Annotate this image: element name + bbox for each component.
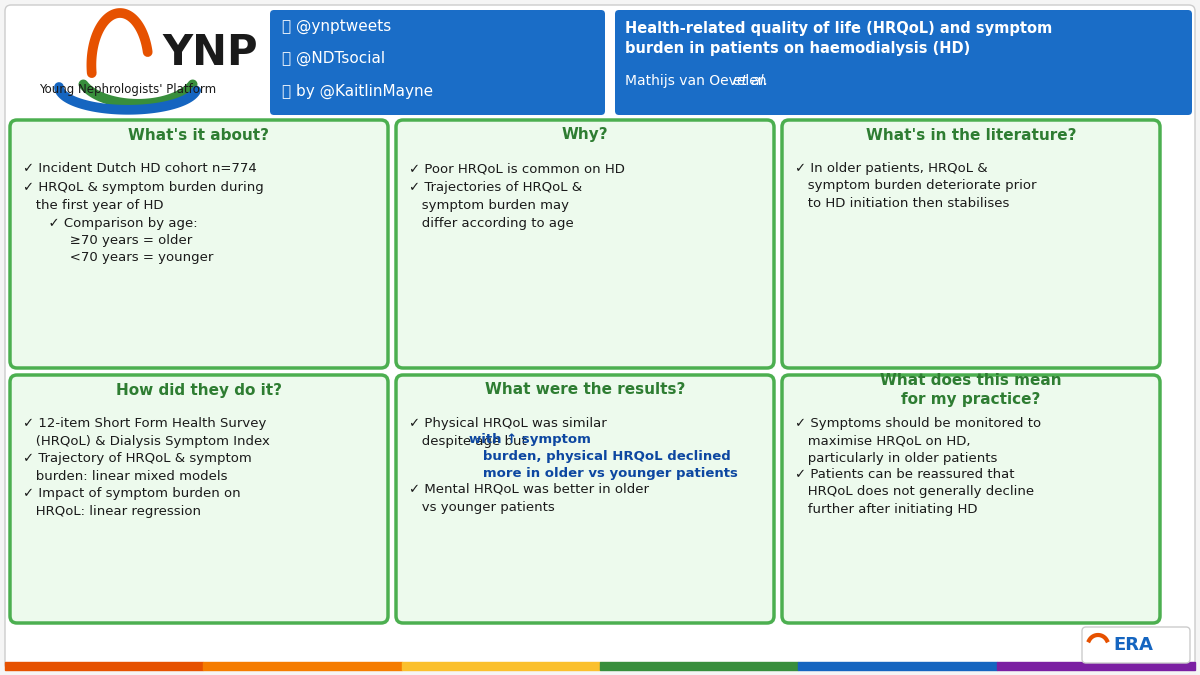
Text: ✓ Impact of symptom burden on
   HRQoL: linear regression: ✓ Impact of symptom burden on HRQoL: lin…	[23, 487, 241, 518]
Text: Why?: Why?	[562, 128, 608, 142]
Text: YNP: YNP	[162, 32, 258, 74]
FancyBboxPatch shape	[5, 5, 1195, 670]
Text: What were the results?: What were the results?	[485, 383, 685, 398]
Text: et al.: et al.	[733, 74, 768, 88]
Bar	[203, 662, 402, 670]
Text: ✓ 12-item Short Form Health Survey
   (HRQoL) & Dialysis Symptom Index: ✓ 12-item Short Form Health Survey (HRQo…	[23, 417, 270, 448]
Text: 🧵 by @KaitlinMayne: 🧵 by @KaitlinMayne	[282, 84, 433, 99]
FancyBboxPatch shape	[782, 120, 1160, 368]
Text: ✓ Symptoms should be monitored to
   maximise HRQoL on HD,
   particularly in ol: ✓ Symptoms should be monitored to maximi…	[796, 417, 1042, 465]
Text: ERA: ERA	[1114, 636, 1153, 654]
Text: ✓ In older patients, HRQoL &
   symptom burden deteriorate prior
   to HD initia: ✓ In older patients, HRQoL & symptom bur…	[796, 162, 1037, 210]
FancyBboxPatch shape	[782, 375, 1160, 623]
FancyBboxPatch shape	[396, 120, 774, 368]
FancyBboxPatch shape	[10, 120, 388, 368]
Text: 📋 @NDTsocial: 📋 @NDTsocial	[282, 51, 385, 65]
FancyBboxPatch shape	[616, 10, 1192, 115]
Text: ✓ Mental HRQoL was better in older
   vs younger patients: ✓ Mental HRQoL was better in older vs yo…	[409, 483, 649, 514]
Text: Mathijs van Oevelen: Mathijs van Oevelen	[625, 74, 770, 88]
Text: What does this mean
for my practice?: What does this mean for my practice?	[880, 373, 1062, 407]
Text: What's it about?: What's it about?	[128, 128, 270, 142]
Text: 💥 @ynptweets: 💥 @ynptweets	[282, 20, 391, 34]
FancyBboxPatch shape	[396, 375, 774, 623]
Text: How did they do it?: How did they do it?	[116, 383, 282, 398]
Bar	[997, 662, 1195, 670]
Text: What's in the literature?: What's in the literature?	[865, 128, 1076, 142]
Text: ✓ Patients can be reassured that
   HRQoL does not generally decline
   further : ✓ Patients can be reassured that HRQoL d…	[796, 468, 1034, 516]
Text: ✓ Trajectories of HRQoL &
   symptom burden may
   differ according to age: ✓ Trajectories of HRQoL & symptom burden…	[409, 182, 582, 230]
Bar	[798, 662, 997, 670]
Text: burden in patients on haemodialysis (HD): burden in patients on haemodialysis (HD)	[625, 41, 971, 57]
Text: ✓ Poor HRQoL is common on HD: ✓ Poor HRQoL is common on HD	[409, 162, 625, 175]
FancyBboxPatch shape	[10, 375, 388, 623]
Bar	[402, 662, 600, 670]
FancyBboxPatch shape	[1082, 627, 1190, 663]
Text: ✓ Trajectory of HRQoL & symptom
   burden: linear mixed models: ✓ Trajectory of HRQoL & symptom burden: …	[23, 452, 252, 483]
Text: ✓ Physical HRQoL was similar
   despite age but: ✓ Physical HRQoL was similar despite age…	[409, 417, 607, 448]
Bar	[5, 662, 203, 670]
Text: Health-related quality of life (HRQoL) and symptom: Health-related quality of life (HRQoL) a…	[625, 20, 1052, 36]
Bar	[600, 662, 798, 670]
FancyBboxPatch shape	[270, 10, 605, 115]
Text: Young Nephrologists' Platform: Young Nephrologists' Platform	[40, 82, 216, 95]
Text: ✓ HRQoL & symptom burden during
   the first year of HD: ✓ HRQoL & symptom burden during the firs…	[23, 182, 264, 212]
Text: with ↑ symptom
   burden, physical HRQoL declined
   more in older vs younger pa: with ↑ symptom burden, physical HRQoL de…	[469, 433, 738, 481]
Text: ✓ Incident Dutch HD cohort n=774: ✓ Incident Dutch HD cohort n=774	[23, 162, 257, 175]
Text: ✓ Comparison by age:
           ≥70 years = older
           <70 years = younger: ✓ Comparison by age: ≥70 years = older <…	[23, 217, 214, 265]
